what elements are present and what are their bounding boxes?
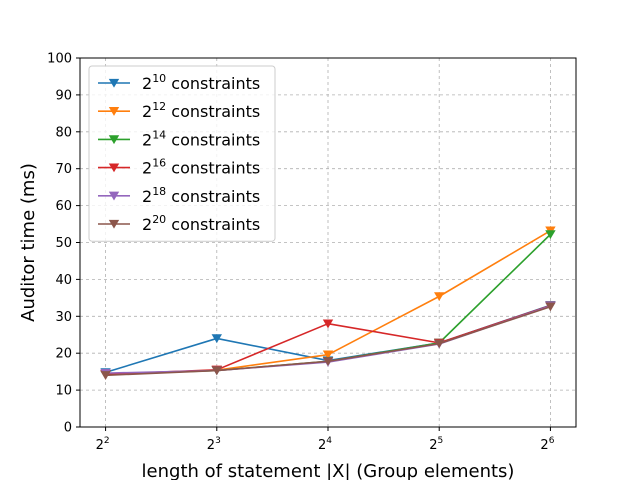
x-tick-label: 23 <box>207 436 221 453</box>
y-tick-label: 100 <box>47 52 72 67</box>
data-point <box>211 334 222 344</box>
x-tick-label: 24 <box>318 436 332 453</box>
x-tick-label: 25 <box>429 436 443 453</box>
legend-item: 214 constraints <box>98 128 260 149</box>
y-tick-label: 0 <box>64 421 72 436</box>
legend-marker <box>108 135 120 145</box>
y-tick-label: 50 <box>55 236 72 251</box>
data-point <box>434 339 445 349</box>
legend-label: 214 constraints <box>142 128 260 149</box>
legend-item: 210 constraints <box>98 72 260 93</box>
series-20 <box>100 302 556 381</box>
data-point <box>211 366 222 376</box>
y-tick-label: 10 <box>55 384 72 399</box>
data-point <box>545 230 556 240</box>
y-tick-label: 80 <box>55 125 72 140</box>
legend-label: 212 constraints <box>142 100 260 121</box>
legend-label: 218 constraints <box>142 185 260 206</box>
legend-item: 220 constraints <box>98 213 260 234</box>
legend-marker <box>108 107 120 116</box>
data-point <box>545 302 556 312</box>
legend-label: 210 constraints <box>142 72 260 93</box>
y-tick-label: 40 <box>55 273 72 288</box>
y-tick-label: 90 <box>55 88 72 103</box>
y-tick-label: 60 <box>55 199 72 214</box>
series-group <box>100 226 556 381</box>
legend-marker <box>108 78 120 88</box>
data-point <box>100 371 111 381</box>
legend-label: 220 constraints <box>142 213 260 234</box>
legend-marker <box>108 219 120 229</box>
legend-marker <box>108 163 120 173</box>
y-tick-label: 30 <box>55 310 72 325</box>
data-point <box>322 357 334 366</box>
y-axis: 0 10 20 30 40 50 60 70 80 90 100 <box>47 52 80 436</box>
legend-label: 216 constraints <box>142 157 260 178</box>
legend-box <box>88 65 276 242</box>
x-axis: 22 23 24 25 26 <box>96 427 555 453</box>
data-point <box>322 319 334 329</box>
data-point <box>322 350 334 360</box>
y-axis-title: Auditor time (ms) <box>18 163 39 322</box>
legend-item: 218 constraints <box>98 185 260 206</box>
y-tick-label: 70 <box>55 162 72 177</box>
y-tick-label: 20 <box>55 347 72 362</box>
legend: 210 constraints 212 constraints 214 constr… <box>88 65 276 242</box>
data-point <box>434 292 445 302</box>
legend-item: 212 constraints <box>98 100 260 121</box>
x-axis-title: length of statement |X| (Group elements) <box>142 461 515 480</box>
x-tick-label: 22 <box>96 436 110 453</box>
legend-marker <box>108 191 120 201</box>
legend-item: 216 constraints <box>98 157 260 178</box>
x-tick-label: 26 <box>540 436 554 453</box>
